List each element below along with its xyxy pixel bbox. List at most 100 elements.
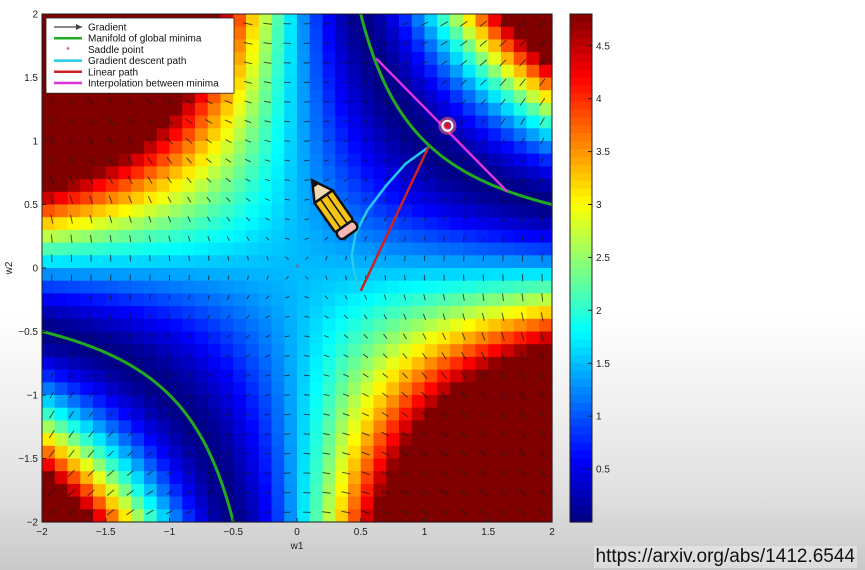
gradient-arrow: [185, 99, 194, 105]
heatmap-cell: [462, 102, 477, 117]
gradient-arrow: [480, 79, 487, 86]
gradient-arrow: [521, 197, 524, 202]
heatmap-cell: [258, 229, 273, 244]
heatmap-cell: [156, 433, 171, 447]
gradient-arrow: [206, 177, 212, 183]
heatmap-cell: [233, 102, 247, 117]
heatmap-cell: [360, 420, 375, 434]
gradient-arrow: [48, 430, 55, 439]
heatmap-cell: [42, 115, 56, 129]
heatmap-cell: [169, 293, 183, 307]
gradient-arrow: [499, 39, 507, 47]
heatmap-cell: [424, 344, 438, 358]
heatmap-cell: [309, 255, 324, 269]
gradient-arrow: [461, 351, 467, 361]
heatmap-cell: [284, 420, 298, 434]
heatmap-cell: [386, 445, 400, 460]
heatmap-cell: [488, 128, 502, 142]
gradient-arrow: [441, 60, 448, 66]
colorbar-segment: [570, 482, 592, 491]
heatmap-cell: [169, 191, 183, 206]
heatmap-cell: [144, 242, 158, 256]
gradient-arrow: [520, 118, 526, 125]
heatmap-cell: [284, 229, 298, 244]
heatmap-cell: [297, 191, 311, 206]
gradient-arrow: [146, 137, 154, 145]
gradient-arrow: [404, 274, 406, 281]
heatmap-cell: [335, 39, 349, 53]
heatmap-cell: [373, 217, 387, 231]
gradient-arrow: [226, 236, 230, 242]
heatmap-cell: [399, 255, 413, 269]
heatmap-cell: [297, 471, 311, 485]
heatmap-cell: [118, 255, 132, 269]
gradient-arrow: [342, 452, 351, 456]
heatmap-cell: [335, 90, 349, 104]
heatmap-cell: [309, 26, 324, 40]
heatmap-cell: [156, 179, 171, 193]
heatmap-cell: [233, 318, 247, 333]
gradient-arrow: [207, 235, 211, 242]
gradient-arrow: [284, 179, 290, 181]
heatmap-cell: [54, 255, 69, 269]
heatmap-cell: [309, 293, 324, 307]
gradient-arrow: [126, 470, 134, 476]
heatmap-cell: [54, 102, 69, 117]
heatmap-cell: [42, 166, 56, 180]
gradient-arrow: [88, 156, 94, 165]
heatmap-cell: [424, 318, 438, 333]
heatmap-cell: [258, 115, 273, 129]
heatmap-cell: [93, 306, 107, 320]
heatmap-cell: [246, 382, 260, 396]
heatmap-cell: [526, 26, 540, 40]
heatmap-cell: [322, 64, 336, 79]
heatmap-cell: [156, 280, 171, 294]
gradient-arrow: [206, 216, 211, 222]
gradient-arrow: [245, 217, 251, 222]
heatmap-cell: [54, 166, 69, 180]
gradient-arrow: [70, 334, 73, 339]
colorbar-segment: [570, 141, 592, 150]
gradient-arrow: [421, 60, 428, 65]
heatmap-cell: [424, 128, 438, 142]
heatmap-cell: [513, 102, 528, 117]
gradient-arrow: [106, 489, 115, 496]
colorbar-segment: [570, 275, 592, 285]
heatmap-cell: [195, 102, 209, 117]
heatmap-cell: [501, 229, 515, 244]
heatmap-cell: [54, 204, 69, 218]
heatmap-cell: [386, 191, 400, 206]
heatmap-cell: [42, 496, 56, 510]
heatmap-cell: [207, 496, 222, 510]
heatmap-cell: [335, 52, 349, 66]
heatmap-cell: [322, 293, 336, 307]
heatmap-cell: [475, 382, 489, 396]
heatmap-cell: [156, 496, 171, 510]
gradient-arrow: [69, 391, 74, 399]
heatmap-cell: [335, 331, 349, 345]
heatmap-cell: [67, 128, 81, 142]
colorbar-segment: [570, 196, 592, 206]
heatmap-cell: [475, 39, 489, 53]
heatmap-cell: [207, 141, 222, 155]
heatmap-cell: [360, 318, 375, 333]
heatmap-cell: [131, 179, 145, 193]
heatmap-cell: [207, 395, 222, 409]
gradient-arrow: [148, 333, 152, 339]
heatmap-cell: [462, 369, 477, 383]
heatmap-cell: [271, 141, 285, 155]
gradient-arrow: [284, 296, 290, 299]
gradient-arrow: [67, 489, 75, 497]
gradient-arrow: [363, 334, 368, 339]
heatmap-cell: [539, 369, 553, 383]
heatmap-cell: [80, 217, 94, 231]
heatmap-cell: [386, 306, 400, 320]
gradient-arrow: [480, 391, 487, 399]
heatmap-cell: [246, 39, 260, 53]
source-url[interactable]: https://arxiv.org/abs/1412.6544: [593, 546, 857, 568]
heatmap-cell: [399, 306, 413, 320]
heatmap-cell: [475, 420, 489, 434]
heatmap-cell: [144, 420, 158, 434]
heatmap-cell: [195, 128, 209, 142]
heatmap-cell: [93, 128, 107, 142]
